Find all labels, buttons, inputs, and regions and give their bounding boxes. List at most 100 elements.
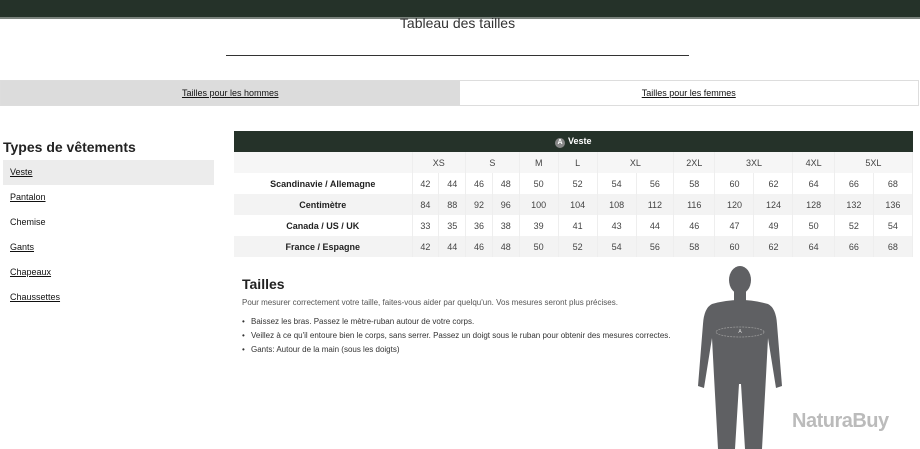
info-intro: Pour mesurer correctement votre taille, … — [242, 298, 618, 307]
table-cell: 46 — [465, 236, 493, 257]
tab-men[interactable]: Tailles pour les hommes — [1, 81, 460, 105]
table-cell: 44 — [438, 173, 467, 194]
table-row: France / Espagne 42 44 46 48 50 52 54 56 58 60 62 64… — [234, 236, 914, 257]
table-cell: 44 — [438, 236, 467, 257]
row-label: France / Espagne — [234, 236, 413, 257]
table-cell: 58 — [673, 236, 716, 257]
table-cell: 47 — [714, 215, 755, 236]
size-header: XL — [597, 152, 675, 173]
table-cell: 68 — [873, 173, 914, 194]
size-table: A Veste XS S M L XL 2XL 3XL 4XL 5XL Scandinavie / … — [234, 131, 914, 257]
table-cell: 60 — [714, 236, 755, 257]
divider — [226, 55, 689, 56]
table-cell: 33 — [412, 215, 440, 236]
table-cell: 116 — [673, 194, 716, 215]
table-cell: 50 — [792, 215, 835, 236]
table-cell: 50 — [519, 173, 559, 194]
table-cell: 50 — [519, 236, 559, 257]
sidebar-heading: Types de vêtements — [3, 139, 136, 155]
table-cell: 66 — [834, 236, 874, 257]
table-cell: 54 — [597, 236, 637, 257]
tab-women[interactable]: Tailles pour les femmes — [641, 88, 736, 98]
table-cell: 64 — [792, 173, 835, 194]
gender-tabs: Tailles pour les hommes Tailles pour les… — [0, 80, 919, 106]
caption-text: Veste — [567, 135, 592, 146]
table-cell: 62 — [753, 236, 794, 257]
size-header: M — [519, 152, 559, 173]
table-cell: 136 — [873, 194, 914, 215]
table-cell: 48 — [492, 236, 520, 257]
table-cell: 43 — [597, 215, 637, 236]
sidebar: Types de vêtements Veste Pantalon Chemis… — [3, 139, 214, 310]
table-cell: 35 — [438, 215, 467, 236]
sidebar-item-gants[interactable]: Gants — [10, 242, 35, 252]
table-cell: 39 — [519, 215, 559, 236]
table-cell: 108 — [597, 194, 637, 215]
size-header: S — [465, 152, 520, 173]
size-header: 5XL — [834, 152, 914, 173]
figure-marker: A — [738, 329, 742, 335]
sidebar-item-chaussettes[interactable]: Chaussettes — [10, 292, 61, 302]
top-bar — [0, 0, 920, 19]
info-list: Baissez les bras. Passez le mètre-ruban … — [242, 315, 682, 357]
table-cell: 68 — [873, 236, 914, 257]
table-cell: 49 — [753, 215, 794, 236]
table-cell: 96 — [492, 194, 520, 215]
table-row: Canada / US / UK 33 35 36 38 39 41 43 44 46 47 49 50… — [234, 215, 914, 236]
table-cell: 88 — [438, 194, 467, 215]
measure-info: Tailles Pour mesurer correctement votre … — [242, 276, 682, 357]
table-cell: 56 — [636, 173, 675, 194]
table-cell: 54 — [597, 173, 637, 194]
table-cell: 54 — [873, 215, 914, 236]
list-item: Veillez à ce qu'il entoure bien le corps… — [242, 329, 682, 343]
table-cell: 92 — [465, 194, 493, 215]
table-cell: 56 — [636, 236, 675, 257]
table-cell: 38 — [492, 215, 520, 236]
row-label: Canada / US / UK — [234, 215, 413, 236]
chest-tape-icon — [715, 326, 765, 338]
table-row: Scandinavie / Allemagne 42 44 46 48 50 52 54 56 5… — [234, 173, 914, 194]
table-cell: 60 — [714, 173, 755, 194]
table-cell: 48 — [492, 173, 520, 194]
table-cell: 132 — [834, 194, 874, 215]
sidebar-item-pantalon[interactable]: Pantalon — [10, 192, 46, 202]
table-cell: 42 — [412, 173, 440, 194]
size-header: 3XL — [714, 152, 794, 173]
table-cell: 36 — [465, 215, 493, 236]
table-cell: 44 — [636, 215, 675, 236]
table-cell: 52 — [834, 215, 874, 236]
table-cell: 46 — [673, 215, 716, 236]
size-header-blank — [234, 152, 413, 173]
list-item: Baissez les bras. Passez le mètre-ruban … — [242, 315, 682, 329]
table-cell: 64 — [792, 236, 835, 257]
size-header: 2XL — [673, 152, 716, 173]
sidebar-item-veste[interactable]: Veste — [3, 160, 214, 185]
table-cell: 62 — [753, 173, 794, 194]
watermark-logo: NaturaBuy — [792, 410, 889, 432]
size-header: 4XL — [792, 152, 835, 173]
marker-badge-icon: A — [554, 137, 565, 148]
table-cell: 52 — [558, 173, 598, 194]
table-caption: A Veste — [234, 131, 913, 152]
table-row: Centimètre 84 88 92 96 100 104 108 112 116 120 124 1… — [234, 194, 914, 215]
table-cell: 42 — [412, 236, 440, 257]
sidebar-item-chapeaux[interactable]: Chapeaux — [10, 267, 52, 277]
table-cell: 41 — [558, 215, 598, 236]
table-cell: 128 — [792, 194, 835, 215]
table-cell: 52 — [558, 236, 598, 257]
body-silhouette-icon: A — [698, 266, 782, 449]
sidebar-item-chemise[interactable]: Chemise — [10, 217, 46, 227]
table-cell: 58 — [673, 173, 716, 194]
table-cell: 46 — [465, 173, 493, 194]
table-cell: 100 — [519, 194, 559, 215]
size-header: XS — [412, 152, 467, 173]
row-label: Centimètre — [234, 194, 413, 215]
table-cell: 66 — [834, 173, 874, 194]
size-header: L — [558, 152, 598, 173]
table-cell: 84 — [412, 194, 440, 215]
table-cell: 120 — [714, 194, 755, 215]
table-cell: 104 — [558, 194, 598, 215]
page-title: Tableau des tailles — [399, 15, 516, 31]
info-heading: Tailles — [242, 276, 285, 292]
table-cell: 112 — [636, 194, 675, 215]
